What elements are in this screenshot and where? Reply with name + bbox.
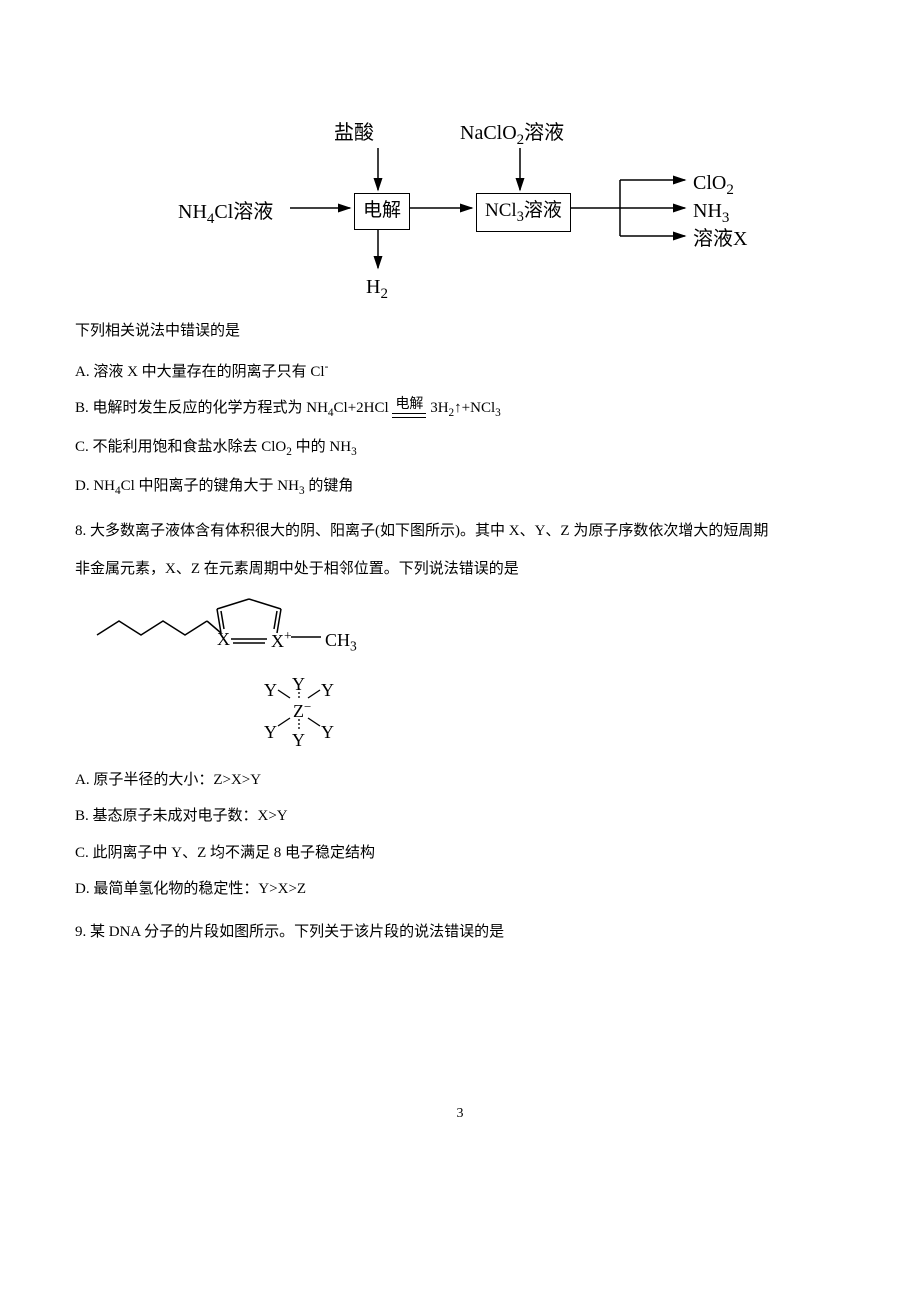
q8-option-a: A. 原子半径的大小：Z>X>Y bbox=[75, 769, 845, 792]
electrolysis-symbol: 电解 bbox=[392, 398, 426, 419]
q8-structure-svg bbox=[89, 591, 429, 751]
q8-label-z: Z bbox=[293, 698, 304, 725]
q8-label-ch3: CH3 bbox=[325, 627, 357, 657]
q8-label-x-plus: X+ bbox=[271, 626, 292, 655]
q8-y-lr: Y bbox=[321, 719, 334, 746]
q8-y-ll: Y bbox=[264, 719, 277, 746]
q9-stem: 9. 某 DNA 分子的片段如图所示。下列关于该片段的说法错误的是 bbox=[75, 921, 845, 944]
fc-left-input-label: NH4Cl溶液 bbox=[178, 197, 273, 231]
q7-option-c: C. 不能利用饱和食盐水除去 ClO2 中的 NH3 bbox=[75, 436, 845, 461]
fc-out-3: 溶液X bbox=[693, 224, 747, 254]
q8-z-minus: − bbox=[304, 697, 311, 717]
q7-flowchart: 盐酸 NaClO2溶液 NH4Cl溶液 电解 NCl3溶液 H2 ClO2 NH… bbox=[140, 100, 780, 300]
q7-option-d: D. NH4Cl 中阳离子的键角大于 NH3 的键角 bbox=[75, 475, 845, 500]
q7-option-a: A. 溶液 X 中大量存在的阴离子只有 Cl- bbox=[75, 359, 845, 384]
fc-top-right-label: NaClO2溶液 bbox=[460, 118, 564, 152]
q8-option-c: C. 此阴离子中 Y、Z 均不满足 8 电子稳定结构 bbox=[75, 842, 845, 865]
q7-option-b: B. 电解时发生反应的化学方程式为 NH4Cl+2HCl 电解 3H2↑+NCl… bbox=[75, 397, 845, 422]
q8-structure-diagram: X X+ CH3 Z − Y Y Y Y Y Y bbox=[89, 591, 429, 751]
q7-option-b-prefix: B. 电解时发生反应的化学方程式为 NH4Cl+2HCl bbox=[75, 400, 389, 416]
q8-option-b: B. 基态原子未成对电子数：X>Y bbox=[75, 805, 845, 828]
fc-bottom-h2: H2 bbox=[366, 272, 388, 306]
q8-option-d: D. 最简单氢化物的稳定性：Y>X>Z bbox=[75, 878, 845, 901]
q8-label-x-left: X bbox=[217, 626, 230, 653]
q8-y-top: Y bbox=[292, 671, 305, 698]
fc-box-ncl3: NCl3溶液 bbox=[476, 193, 571, 232]
q8-y-ul: Y bbox=[264, 677, 277, 704]
q7-option-b-suffix: 3H2↑+NCl3 bbox=[430, 400, 501, 416]
q8-stem-line2: 非金属元素，X、Z 在元素周期中处于相邻位置。下列说法错误的是 bbox=[75, 558, 845, 581]
q8-y-bot: Y bbox=[292, 727, 305, 754]
page-number: 3 bbox=[75, 1103, 845, 1124]
fc-top-left-label: 盐酸 bbox=[334, 118, 374, 148]
fc-box-electrolysis: 电解 bbox=[354, 193, 410, 230]
electrolysis-label: 电解 bbox=[392, 398, 426, 412]
q8-y-ur: Y bbox=[321, 677, 334, 704]
q8-stem-line1: 8. 大多数离子液体含有体积很大的阴、阳离子(如下图所示)。其中 X、Y、Z 为… bbox=[75, 520, 845, 543]
q7-stem-tail: 下列相关说法中错误的是 bbox=[75, 320, 845, 343]
